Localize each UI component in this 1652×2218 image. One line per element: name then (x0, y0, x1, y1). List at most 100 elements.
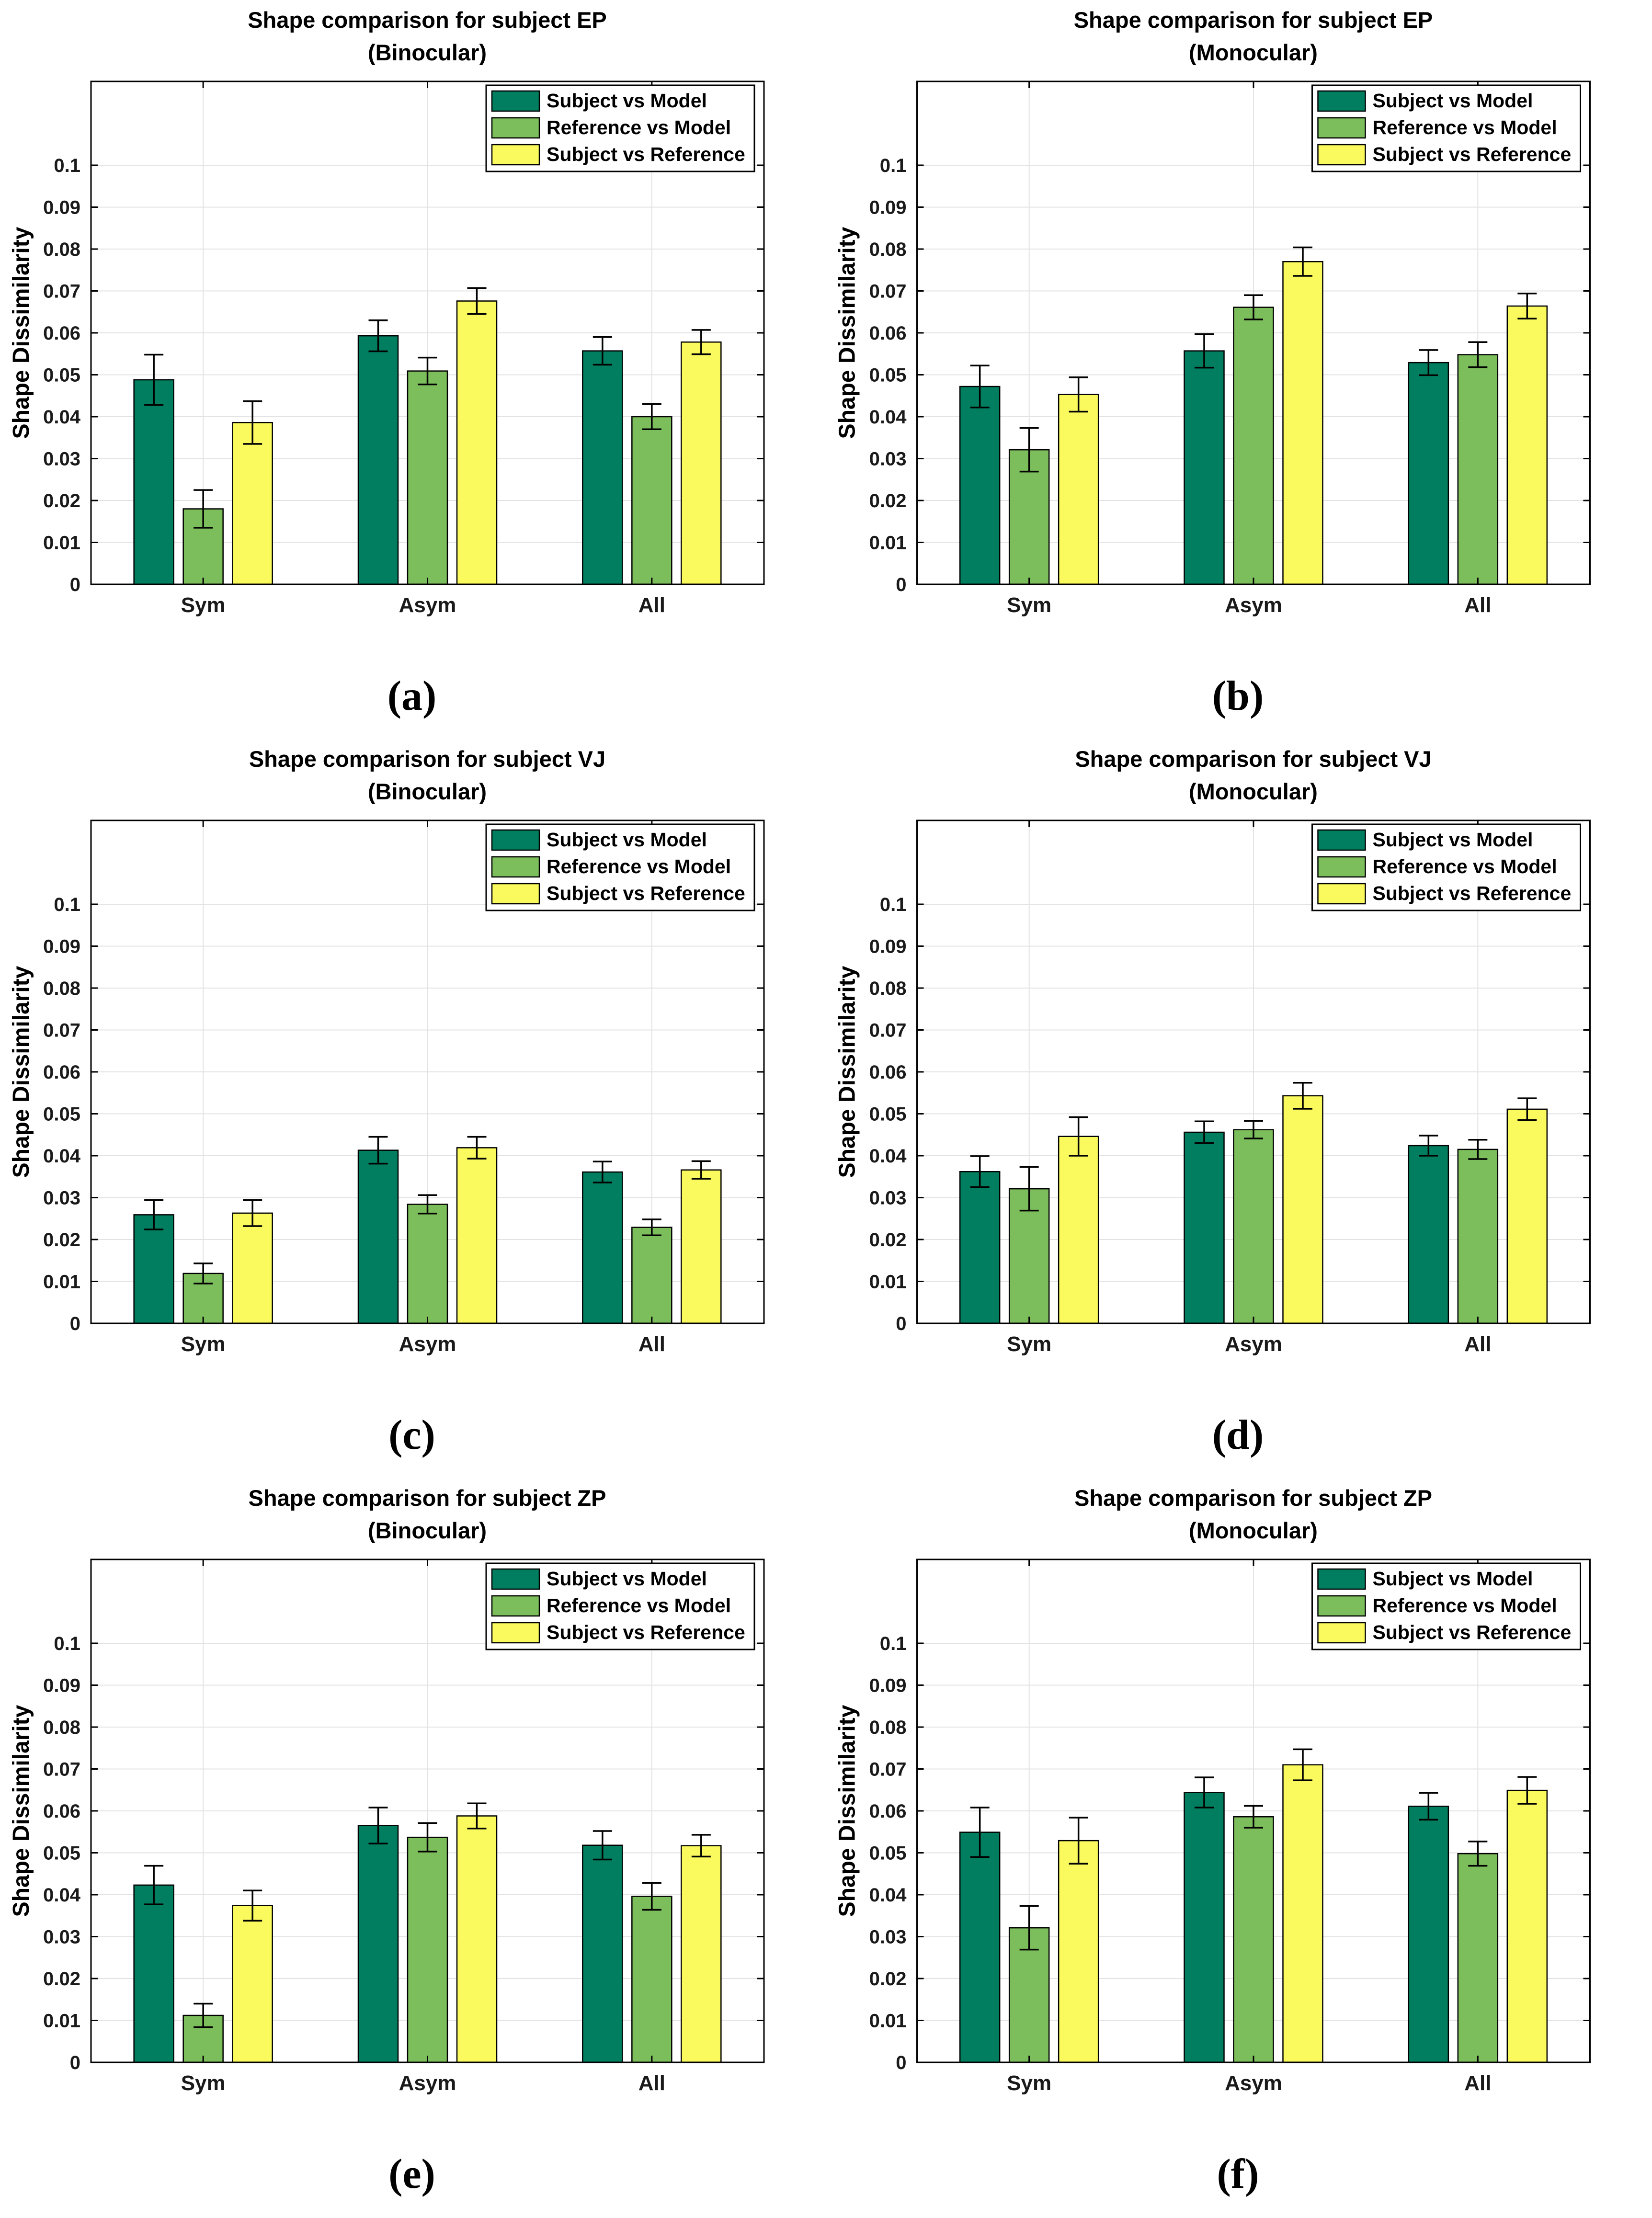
y-tick-label: 0.08 (43, 1717, 80, 1738)
x-tick-label: Asym (399, 1332, 456, 1356)
y-tick-label: 0.08 (869, 239, 907, 260)
legend-swatch (491, 144, 540, 166)
plot-area: 0 0.01 0.02 0.03 0.04 0.05 0.06 0.07 0.08 0.09 0.1… (835, 1558, 1591, 2095)
y-tick-label: 0.07 (43, 281, 80, 302)
bar (133, 379, 174, 585)
chart-c-vj-binocular: Shape comparison for subject VJ (Binocul… (9, 746, 765, 1458)
bar (357, 1825, 399, 2063)
chart-subtitle: (Monocular) (1189, 1518, 1318, 1543)
x-tick-label: All (638, 593, 665, 617)
legend-swatch (1317, 829, 1366, 851)
y-tick-label: 0 (70, 2052, 80, 2073)
y-tick-label: 0.02 (869, 1229, 907, 1251)
y-tick-label: 0 (896, 574, 906, 595)
y-tick-label: 0.04 (869, 1146, 907, 1167)
legend-swatch (1317, 1595, 1366, 1617)
y-tick-label: 0.06 (43, 1801, 80, 1822)
bar (582, 1844, 623, 2063)
bar (582, 350, 623, 585)
legend-label: Subject vs Model (547, 829, 707, 851)
chart-d-vj-monocular: Shape comparison for subject VJ (Monocul… (835, 746, 1591, 1458)
bar (1282, 1764, 1323, 2063)
bar (407, 1204, 448, 1324)
y-tick-label: 0.03 (869, 449, 907, 470)
chart-subtitle: (Monocular) (1189, 779, 1318, 804)
y-tick-label: 0 (70, 574, 80, 595)
bar (1058, 1840, 1099, 2063)
panel-label: (b) (1212, 673, 1264, 719)
y-tick-label: 0.03 (869, 1188, 907, 1209)
y-tick-label: 0.08 (43, 978, 80, 999)
legend-label: Subject vs Reference (547, 1621, 745, 1643)
bar (1184, 1131, 1225, 1324)
y-axis-label: Shape Dissimilarity (835, 1705, 860, 1917)
legend-swatch (1317, 1622, 1366, 1644)
y-tick-label: 0.01 (869, 2011, 907, 2032)
chart-subtitle: (Monocular) (1189, 40, 1318, 65)
x-tick-label: All (638, 2071, 665, 2095)
y-tick-label: 0.04 (43, 1146, 81, 1167)
chart-b-ep-monocular: Shape comparison for subject EP (Monocul… (835, 7, 1591, 719)
bar (1233, 1129, 1274, 1324)
y-tick-label: 0.07 (43, 1759, 80, 1780)
y-tick-label: 0.05 (43, 1104, 80, 1125)
legend-swatch (491, 856, 540, 878)
legend-label: Subject vs Model (1373, 1568, 1533, 1590)
bar (1184, 350, 1225, 585)
chart-title: Shape comparison for subject EP (248, 7, 607, 33)
y-tick-label: 0.1 (880, 1633, 907, 1654)
chart-subtitle: (Binocular) (368, 779, 487, 804)
legend-swatch (1317, 90, 1366, 112)
legend-swatch (491, 117, 540, 139)
bar (631, 416, 672, 585)
panel-b: Shape comparison for subject EP (Monocul… (826, 0, 1652, 739)
chart-title: Shape comparison for subject ZP (1074, 1485, 1432, 1511)
legend-swatch (491, 1568, 540, 1590)
legend-label: Reference vs Model (547, 1594, 731, 1616)
legend-swatch (1317, 856, 1366, 878)
y-tick-label: 0.04 (43, 407, 81, 428)
y-tick-label: 0.03 (43, 1188, 80, 1209)
y-tick-label: 0 (896, 1313, 906, 1334)
legend-label: Subject vs Reference (1373, 882, 1572, 904)
legend-label: Reference vs Model (1373, 116, 1557, 138)
y-tick-label: 0.06 (869, 1801, 907, 1822)
y-axis-label: Shape Dissimilarity (9, 966, 34, 1178)
plot-area: 0 0.01 0.02 0.03 0.04 0.05 0.06 0.07 0.08 0.09 0.1… (9, 80, 765, 617)
bar (1408, 362, 1449, 585)
x-tick-label: Sym (1007, 2071, 1051, 2095)
y-tick-label: 0.02 (43, 1968, 80, 1990)
panel-c: Shape comparison for subject VJ (Binocul… (0, 739, 826, 1478)
bar (631, 1896, 672, 2063)
bar (456, 300, 498, 585)
y-tick-label: 0.1 (54, 155, 80, 176)
bar (1457, 1149, 1499, 1324)
bar (232, 422, 273, 585)
x-tick-label: Asym (399, 593, 456, 617)
y-tick-label: 0.05 (869, 365, 907, 386)
legend-label: Subject vs Reference (547, 143, 745, 165)
legend-label: Subject vs Model (1373, 90, 1533, 112)
panel-a: Shape comparison for subject EP (Binocul… (0, 0, 826, 739)
panel-label: (a) (387, 673, 437, 719)
x-tick-label: All (1464, 2071, 1491, 2095)
bar (681, 1169, 722, 1324)
chart-title: Shape comparison for subject ZP (249, 1485, 606, 1511)
x-tick-label: Sym (181, 2071, 226, 2095)
y-tick-label: 0 (896, 2052, 906, 2073)
y-tick-label: 0.03 (869, 1927, 907, 1948)
bar (1233, 307, 1274, 585)
plot-area: 0 0.01 0.02 0.03 0.04 0.05 0.06 0.07 0.08 0.09 0.1… (835, 80, 1591, 617)
y-tick-label: 0.09 (869, 197, 907, 218)
y-tick-label: 0.06 (869, 1062, 907, 1083)
x-tick-label: Asym (1225, 593, 1282, 617)
y-tick-label: 0.07 (43, 1020, 80, 1041)
plot-area: 0 0.01 0.02 0.03 0.04 0.05 0.06 0.07 0.08 0.09 0.1… (835, 819, 1591, 1356)
y-tick-label: 0.07 (869, 281, 907, 302)
y-axis-label: Shape Dissimilarity (835, 227, 860, 439)
x-tick-label: Sym (1007, 593, 1051, 617)
bar (357, 335, 399, 585)
bar (959, 1831, 1001, 2063)
y-tick-label: 0.02 (43, 490, 80, 512)
y-tick-label: 0.08 (869, 1717, 907, 1738)
